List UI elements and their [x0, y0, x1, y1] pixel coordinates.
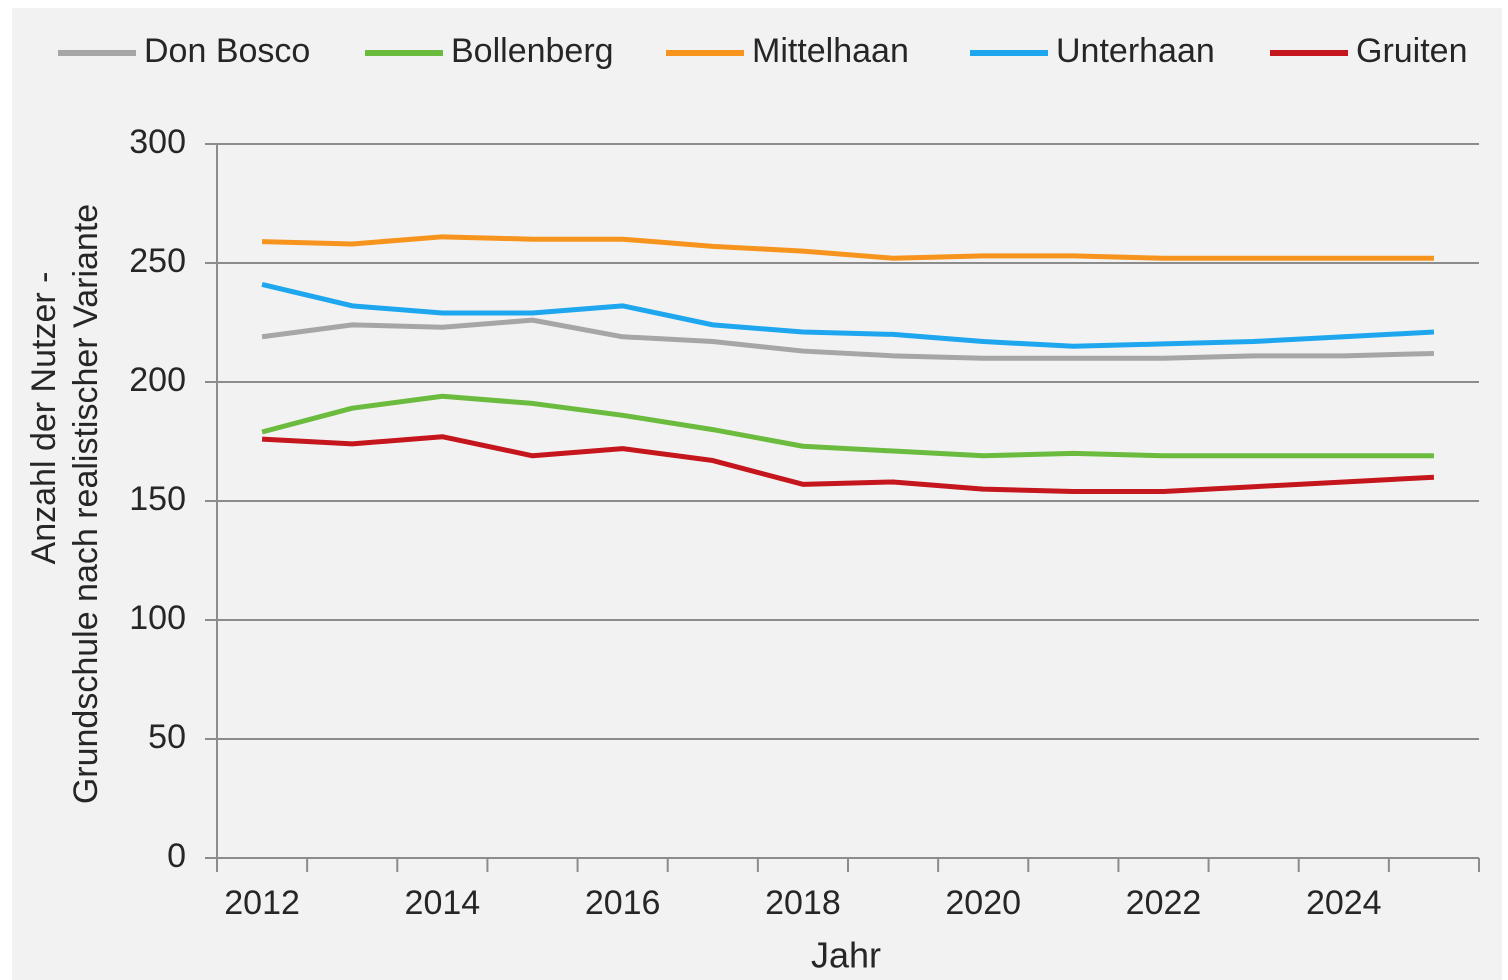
series-line: [261, 434, 1435, 494]
legend-label: Mittelhaan: [752, 32, 909, 70]
series-line: [261, 393, 1434, 459]
chart-background: [12, 8, 1502, 980]
y-axis-title: Grundschule nach realistischer Variante: [67, 204, 105, 804]
y-tick-label: 50: [148, 718, 186, 756]
y-axis-title: Anzahl der Nutzer -: [25, 272, 63, 565]
legend-label: Unterhaan: [1056, 32, 1215, 70]
x-tick-label: 2020: [945, 884, 1021, 922]
x-tick-label: 2016: [585, 884, 661, 922]
x-tick-label: 2018: [765, 884, 841, 922]
y-tick-label: 100: [129, 599, 186, 637]
y-tick-label: 200: [129, 361, 186, 399]
y-tick-label: 300: [129, 123, 186, 161]
series-line: [261, 317, 1434, 361]
x-tick-label: 2014: [405, 884, 481, 922]
x-axis-title: Jahr: [811, 935, 881, 976]
series-line: [262, 234, 1434, 261]
series-line: [261, 281, 1435, 349]
legend-label: Bollenberg: [451, 32, 614, 70]
y-tick-label: 250: [129, 242, 186, 280]
y-tick-label: 150: [129, 480, 186, 518]
x-tick-label: 2012: [224, 884, 300, 922]
y-tick-label: 0: [167, 837, 186, 875]
x-tick-label: 2024: [1306, 884, 1382, 922]
legend-label: Gruiten: [1356, 32, 1468, 70]
legend-label: Don Bosco: [144, 32, 310, 70]
x-tick-label: 2022: [1126, 884, 1202, 922]
